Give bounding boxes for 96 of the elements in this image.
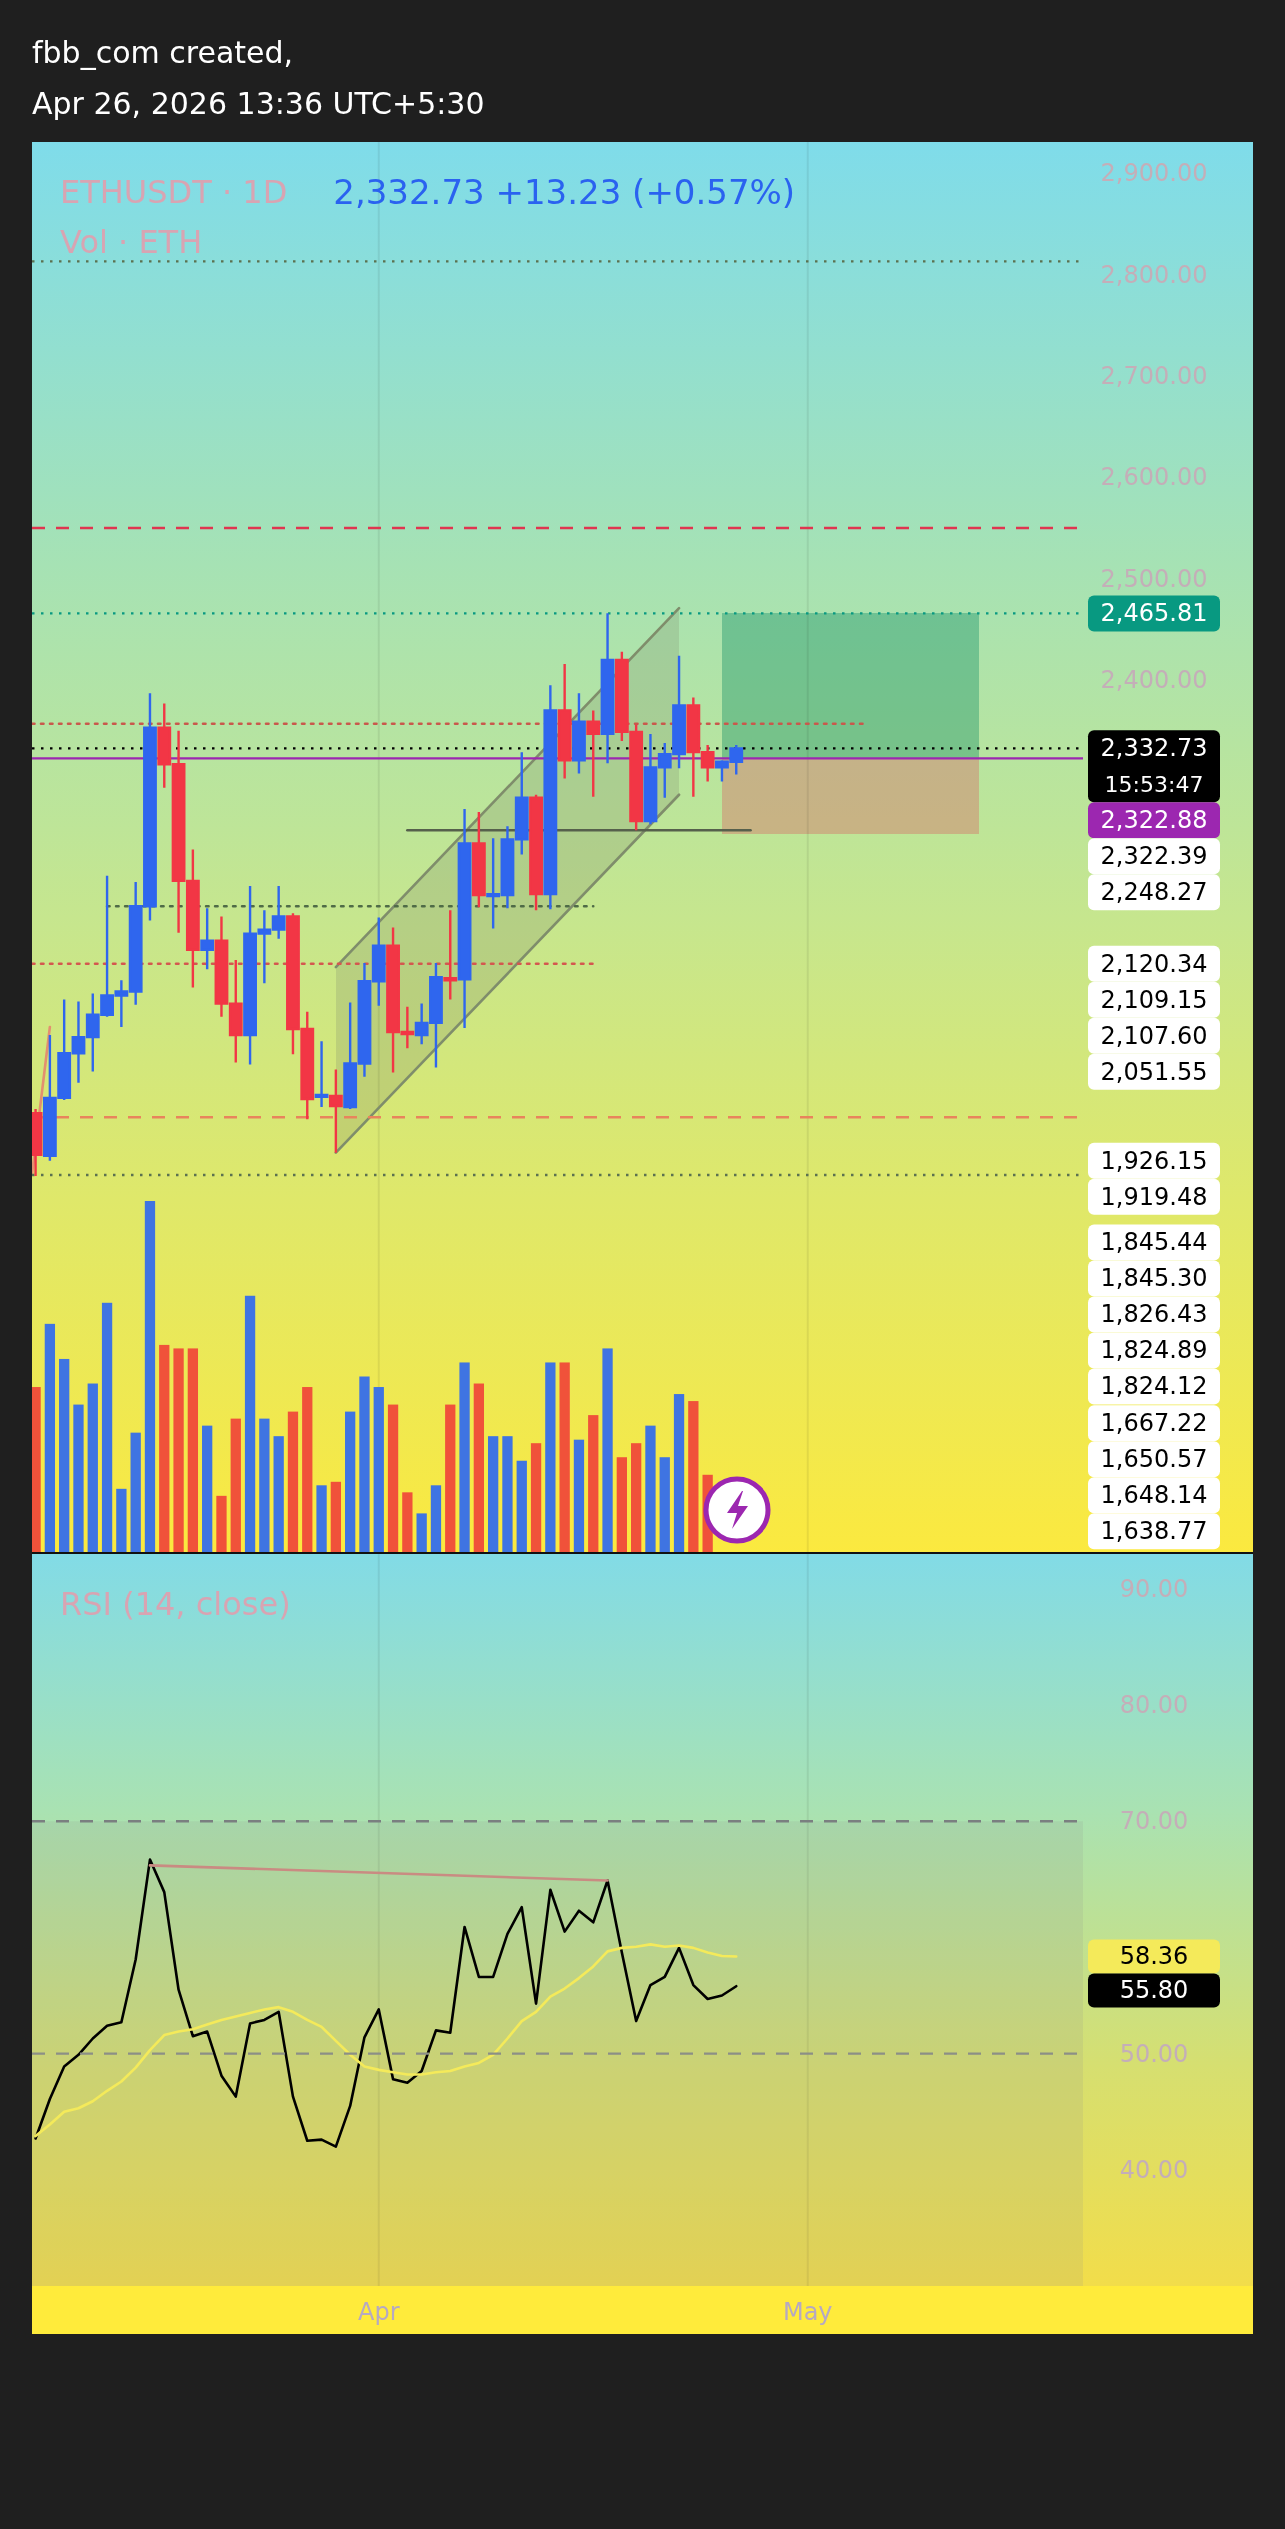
- bar: [445, 1404, 456, 1552]
- bar: [187, 1348, 199, 1552]
- annotation: 1,926.15: [1100, 1146, 1208, 1175]
- bar: [659, 1457, 670, 1552]
- candlestick: [557, 662, 572, 780]
- annotation: 2,109.15: [1100, 985, 1208, 1014]
- bar: [559, 1362, 570, 1552]
- x-tick-label: May: [782, 2298, 833, 2326]
- bar: [73, 1404, 84, 1552]
- bar: [573, 1439, 585, 1552]
- bar: [402, 1492, 413, 1552]
- annotation: 1,824.89: [1100, 1336, 1208, 1365]
- bar: [345, 1411, 356, 1552]
- candlestick: [457, 807, 472, 1030]
- bar: [516, 1460, 527, 1552]
- bar: [159, 1344, 170, 1552]
- bar: [459, 1362, 470, 1552]
- bar: [588, 1415, 599, 1552]
- chart-title: Vol · ETH: [60, 223, 203, 261]
- bar: [673, 1394, 685, 1552]
- ref-line-label: 2,465.81: [1100, 599, 1208, 628]
- y-tick-label: 50.00: [1119, 2039, 1189, 2068]
- candlestick: [572, 692, 586, 775]
- bar: [488, 1436, 499, 1552]
- text: fbb_com created,: [32, 34, 294, 70]
- annotation: 1,638.77: [1100, 1517, 1208, 1546]
- bar: [688, 1401, 699, 1552]
- annotation: 2,322.39: [1100, 842, 1208, 871]
- annotation: 1,667.22: [1100, 1409, 1208, 1438]
- bar: [416, 1513, 427, 1552]
- text: RSI (14, close): [60, 1585, 291, 1623]
- bar: [302, 1387, 313, 1552]
- bar: [502, 1436, 513, 1552]
- bar: [259, 1418, 270, 1552]
- bar: [645, 1425, 656, 1552]
- bar: [273, 1436, 284, 1552]
- annotation: 55.80: [1119, 1976, 1189, 2005]
- annotation: 1,826.43: [1100, 1300, 1208, 1329]
- y-tick-label: 2,900.00: [1100, 159, 1208, 188]
- candlestick: [543, 684, 558, 911]
- bar: [230, 1418, 241, 1552]
- bar: [287, 1411, 299, 1552]
- annotation: 1,648.14: [1100, 1481, 1208, 1510]
- annotation: 1,919.48: [1100, 1182, 1208, 1211]
- y-tick-label: 40.00: [1119, 2155, 1189, 2184]
- bar: [101, 1302, 113, 1552]
- text: 2,332.73 +13.23 (+0.57%): [333, 172, 796, 212]
- line-series: [34, 1858, 738, 2148]
- annotation: 2,120.34: [1100, 949, 1208, 978]
- bar: [359, 1376, 370, 1552]
- candlestick: [586, 709, 601, 798]
- annotation: 1,650.57: [1100, 1445, 1208, 1474]
- bar: [130, 1432, 141, 1552]
- bar: [44, 1323, 56, 1552]
- bar: [87, 1383, 98, 1552]
- candlestick: [600, 612, 615, 765]
- bar: [616, 1457, 627, 1552]
- candlestick: [328, 1068, 343, 1154]
- x-tick-label: Apr: [357, 2298, 400, 2326]
- candlestick: [200, 907, 215, 971]
- bar: [373, 1387, 384, 1552]
- annotation: 2,248.27: [1100, 878, 1208, 907]
- annotation: 1,845.30: [1100, 1264, 1208, 1293]
- bar: [59, 1358, 70, 1552]
- annotation: 2,051.55: [1100, 1057, 1208, 1086]
- y-tick-label: 2,800.00: [1100, 260, 1208, 289]
- bar: [473, 1383, 484, 1552]
- bar: [202, 1425, 213, 1552]
- annotation: 2,107.60: [1100, 1021, 1208, 1050]
- text: Apr 26, 2026 13:36 UTC+5:30: [32, 85, 485, 121]
- bar: [545, 1362, 556, 1552]
- bar: [530, 1443, 542, 1552]
- bar: [430, 1485, 442, 1552]
- candlestick: [314, 1039, 329, 1109]
- candlestick: [529, 793, 543, 912]
- bar: [216, 1495, 227, 1552]
- y-tick-label: 90.00: [1119, 1574, 1189, 1603]
- annotation: 1,824.12: [1100, 1372, 1208, 1401]
- line-series: [34, 1943, 738, 2138]
- bar: [631, 1443, 642, 1552]
- candlestick: [443, 909, 458, 1001]
- candlestick: [471, 810, 486, 909]
- bar: [387, 1404, 399, 1552]
- ref-line-label: 2,322.88: [1100, 806, 1208, 835]
- bar: [244, 1295, 256, 1552]
- bar: [316, 1485, 327, 1552]
- annotation: 1,845.44: [1100, 1228, 1208, 1257]
- bar: [144, 1201, 156, 1552]
- ref-line-label: 2,332.73 15:53:47: [1100, 734, 1208, 797]
- bar: [330, 1481, 342, 1552]
- bar: [602, 1348, 613, 1552]
- bar: [32, 1387, 41, 1552]
- text: ETHUSDT · 1D: [60, 173, 288, 211]
- bar: [173, 1348, 184, 1552]
- bar: [116, 1488, 127, 1552]
- annotation: 58.36: [1119, 1942, 1189, 1971]
